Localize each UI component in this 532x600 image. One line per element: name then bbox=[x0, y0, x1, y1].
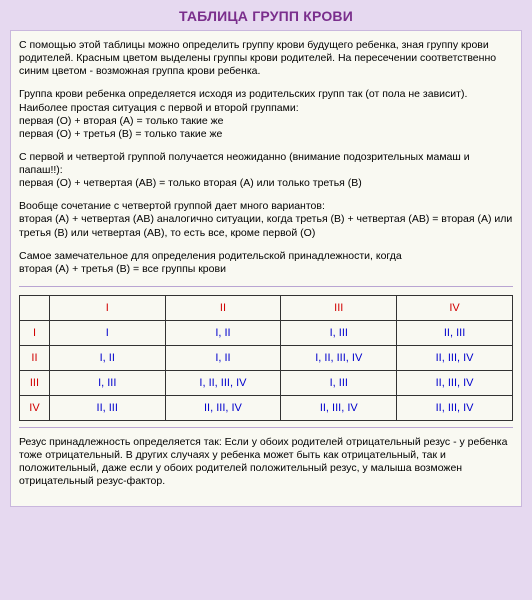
row-header: I bbox=[20, 320, 50, 345]
cell: II, III, IV bbox=[397, 345, 513, 370]
separator bbox=[19, 286, 513, 287]
text-line: первая (О) + третья (В) = только такие ж… bbox=[19, 128, 222, 140]
table-row: II I, II I, II I, II, III, IV II, III, I… bbox=[20, 345, 513, 370]
col-header: IV bbox=[397, 295, 513, 320]
text-line: первая (О) + четвертая (АВ) = только вто… bbox=[19, 177, 362, 189]
text-line: Наиболее простая ситуация с первой и вто… bbox=[19, 102, 299, 114]
table-row: I I I, II I, III II, III bbox=[20, 320, 513, 345]
cell: I, III bbox=[281, 320, 397, 345]
rules-paragraph-3: Вообще сочетание с четвертой группой дае… bbox=[19, 200, 513, 239]
corner-cell bbox=[20, 295, 50, 320]
row-header: III bbox=[20, 370, 50, 395]
cell: I, II, III, IV bbox=[281, 345, 397, 370]
cell: II, III, IV bbox=[397, 395, 513, 420]
col-header: I bbox=[49, 295, 165, 320]
table-row: III I, III I, II, III, IV I, III II, III… bbox=[20, 370, 513, 395]
col-header: III bbox=[281, 295, 397, 320]
row-header: II bbox=[20, 345, 50, 370]
cell: I, II bbox=[49, 345, 165, 370]
rh-paragraph: Резус принадлежность определяется так: Е… bbox=[19, 436, 513, 489]
cell: I, II bbox=[165, 345, 281, 370]
table-row: IV II, III II, III, IV II, III, IV II, I… bbox=[20, 395, 513, 420]
cell: II, III bbox=[397, 320, 513, 345]
cell: I, II bbox=[165, 320, 281, 345]
col-header: II bbox=[165, 295, 281, 320]
text-line: вторая (А) + четвертая (АВ) аналогично с… bbox=[19, 213, 512, 238]
table-header-row: I II III IV bbox=[20, 295, 513, 320]
rules-paragraph-2: С первой и четвертой группой получается … bbox=[19, 151, 513, 190]
cell: II, III, IV bbox=[397, 370, 513, 395]
cell: I, III bbox=[281, 370, 397, 395]
blood-group-table: I II III IV I I I, II I, III II, III II … bbox=[19, 295, 513, 421]
cell: II, III bbox=[49, 395, 165, 420]
separator bbox=[19, 427, 513, 428]
cell: II, III, IV bbox=[165, 395, 281, 420]
page-wrapper: ТАБЛИЦА ГРУПП КРОВИ С помощью этой табли… bbox=[0, 0, 532, 517]
content-panel: С помощью этой таблицы можно определить … bbox=[10, 30, 522, 507]
page-title: ТАБЛИЦА ГРУПП КРОВИ bbox=[10, 8, 522, 24]
text-line: первая (О) + вторая (А) = только такие ж… bbox=[19, 115, 224, 127]
text-line: Группа крови ребенка определяется исходя… bbox=[19, 88, 467, 100]
text-line: вторая (А) + третья (В) = все группы кро… bbox=[19, 263, 226, 275]
cell: I, III bbox=[49, 370, 165, 395]
cell: I, II, III, IV bbox=[165, 370, 281, 395]
row-header: IV bbox=[20, 395, 50, 420]
rules-paragraph-1: Группа крови ребенка определяется исходя… bbox=[19, 88, 513, 141]
rules-paragraph-4: Самое замечательное для определения роди… bbox=[19, 250, 513, 276]
text-line: Вообще сочетание с четвертой группой дае… bbox=[19, 200, 325, 212]
cell: II, III, IV bbox=[281, 395, 397, 420]
cell: I bbox=[49, 320, 165, 345]
intro-paragraph: С помощью этой таблицы можно определить … bbox=[19, 39, 513, 78]
text-line: Самое замечательное для определения роди… bbox=[19, 250, 402, 262]
text-line: С первой и четвертой группой получается … bbox=[19, 151, 470, 176]
